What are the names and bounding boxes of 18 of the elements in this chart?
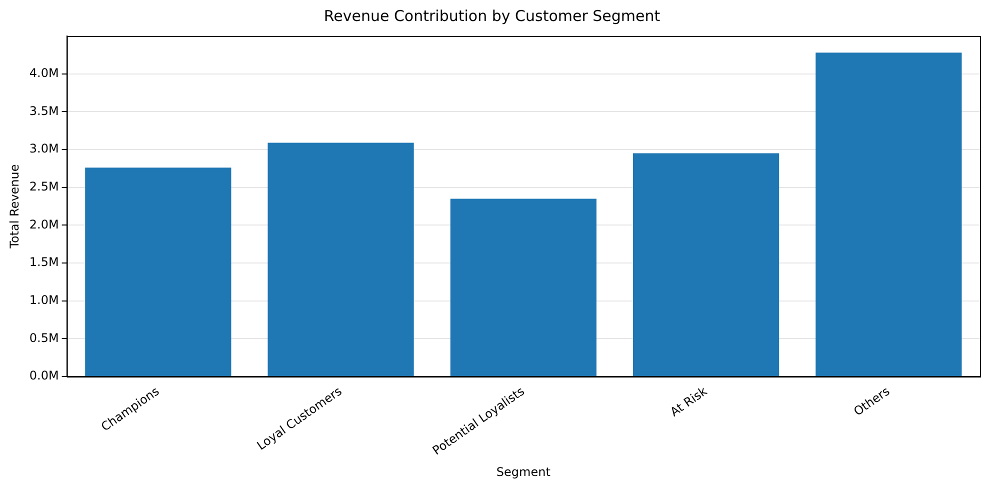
y-axis-title: Total Revenue xyxy=(7,164,22,250)
y-tick-label: 0.0M xyxy=(29,368,59,383)
bar xyxy=(450,198,596,376)
y-tick-label: 1.5M xyxy=(29,255,59,270)
y-tick-label: 3.5M xyxy=(29,104,59,118)
x-tick-label: At Risk xyxy=(668,384,710,420)
x-axis-title: Segment xyxy=(496,464,551,479)
chart-title: Revenue Contribution by Customer Segment xyxy=(324,6,660,25)
y-tick-label: 2.0M xyxy=(29,217,59,232)
y-tick-label: 1.0M xyxy=(29,293,59,307)
y-tick-label: 0.5M xyxy=(29,330,59,345)
y-tick-label: 4.0M xyxy=(29,66,59,80)
bar xyxy=(816,52,962,376)
y-tick-label: 3.0M xyxy=(29,142,59,156)
y-tick-label: 2.5M xyxy=(29,179,59,194)
bar xyxy=(85,168,232,376)
bar xyxy=(268,142,414,376)
bar xyxy=(633,153,780,376)
